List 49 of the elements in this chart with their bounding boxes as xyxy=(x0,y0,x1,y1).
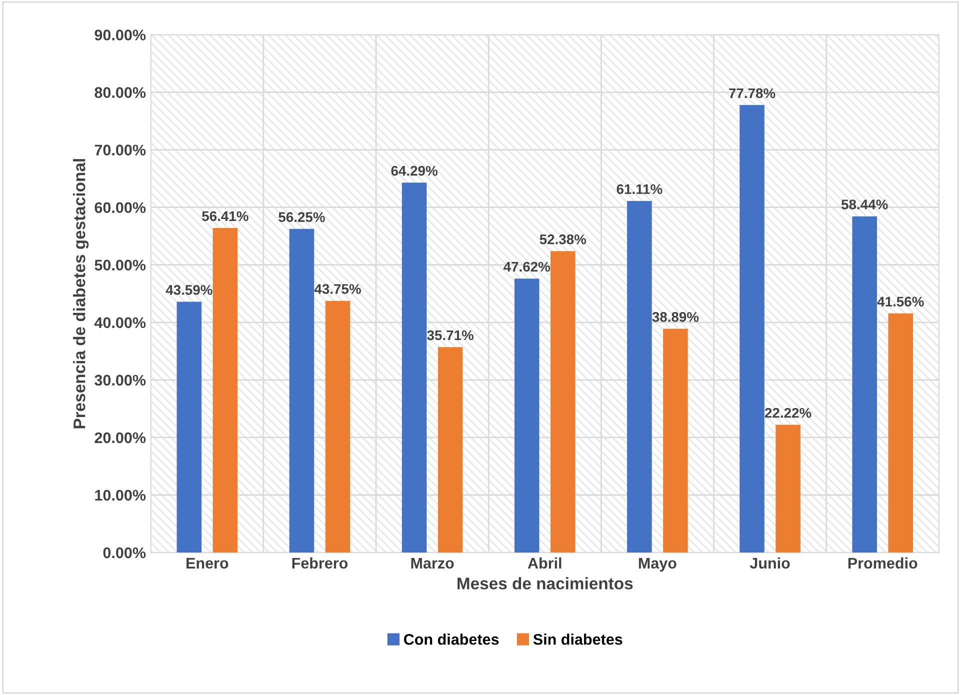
bar xyxy=(627,200,652,553)
bar xyxy=(212,228,238,553)
bar xyxy=(289,228,314,553)
x-tick-label: Abril xyxy=(528,557,562,569)
data-label: 52.38% xyxy=(540,234,586,244)
bar xyxy=(438,347,463,553)
y-tick-label: 70.00% xyxy=(94,144,146,156)
data-label: 43.59% xyxy=(166,285,212,295)
x-tick-label: Marzo xyxy=(411,558,454,569)
x-tick-label: Promedio xyxy=(848,557,918,569)
y-tick-label: 30.00% xyxy=(94,374,146,386)
bar xyxy=(514,278,540,553)
y-tick-label: 10.00% xyxy=(95,490,146,501)
data-label: 41.56% xyxy=(877,296,924,307)
data-label: 64.29% xyxy=(391,166,438,176)
y-tick-label: 60.00% xyxy=(94,202,146,214)
bar xyxy=(550,251,576,553)
bar xyxy=(402,182,427,553)
bar xyxy=(325,300,350,553)
data-label: 61.11% xyxy=(616,184,662,194)
y-axis-title: Presencia de diabetes gestacional xyxy=(73,159,89,428)
y-tick-label: 80.00% xyxy=(94,87,146,98)
y-tick-label: 40.00% xyxy=(94,317,146,328)
data-label: 38.89% xyxy=(652,312,699,322)
bar xyxy=(776,424,800,553)
y-tick-label: 0.00% xyxy=(103,547,146,558)
bar xyxy=(852,216,877,553)
bar xyxy=(176,302,202,553)
y-tick-label: 90.00% xyxy=(94,30,146,40)
data-label: 43.75% xyxy=(314,284,361,294)
y-tick-label: 50.00% xyxy=(94,260,146,271)
data-label: 77.78% xyxy=(729,88,776,98)
data-label: 58.44% xyxy=(841,200,888,210)
x-tick-label: Mayo xyxy=(638,558,676,572)
data-label: 22.22% xyxy=(764,408,812,418)
data-label: 35.71% xyxy=(427,330,474,340)
x-axis-title: Meses de nacimientos xyxy=(458,577,633,590)
bar xyxy=(663,328,688,553)
x-tick-label: Junio xyxy=(750,557,790,569)
legend-label: Sin diabetes xyxy=(533,634,622,645)
legend-label: Con diabetes xyxy=(404,634,499,645)
bar xyxy=(740,105,764,553)
data-label: 47.62% xyxy=(504,262,550,272)
y-tick-label: 20.00% xyxy=(94,432,146,444)
x-tick-label: Enero xyxy=(186,558,228,569)
x-tick-label: Febrero xyxy=(292,557,348,569)
data-label: 56.41% xyxy=(202,211,248,222)
data-label: 56.25% xyxy=(278,212,325,222)
bar xyxy=(888,313,914,553)
